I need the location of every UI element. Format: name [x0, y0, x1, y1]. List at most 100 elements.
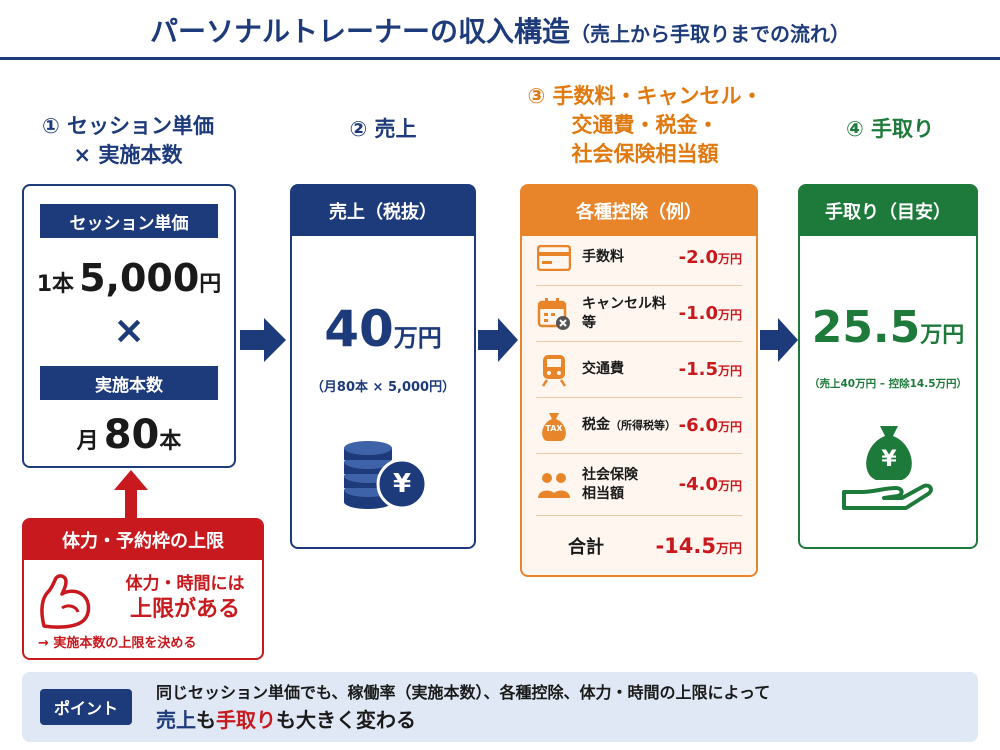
point-line1: 同じセッション単価でも、稼働率（実施本数）、各種控除、体力・時間の上限によって	[156, 683, 771, 702]
deduction-amount: -2.0万円	[679, 247, 742, 268]
deduction-row-tax: TAX 税金（所得税等） -6.0万円	[536, 398, 742, 454]
point-text: 同じセッション単価でも、稼働率（実施本数）、各種控除、体力・時間の上限によって …	[156, 680, 770, 734]
deduction-label: 税金（所得税等）	[582, 416, 679, 435]
limit-card-header: 体力・予約枠の上限	[24, 520, 262, 560]
deduction-label: キャンセル料等	[582, 295, 666, 331]
limit-card: 体力・予約枠の上限 体力・時間には 上限がある → 実施本数の上限を決める	[22, 518, 264, 660]
deductions-card-header: 各種控除（例）	[522, 186, 756, 236]
calendar-cancel-icon	[536, 296, 572, 332]
deduction-label-main: 税金	[582, 417, 610, 433]
deduction-row-fee: 手数料 -2.0万円	[536, 230, 742, 286]
count-value-row: 月 80本	[24, 412, 234, 458]
deduction-amount: -1.5万円	[679, 359, 742, 380]
limit-card-note: → 実施本数の上限を決める	[38, 636, 197, 651]
limit-card-message: 体力・時間には 上限がある	[110, 572, 260, 624]
deduction-amount: -1.0万円	[679, 303, 742, 324]
net-income-card: 手取り（目安） 25.5万円 （売上40万円 – 控除14.5万円） ¥	[798, 184, 978, 549]
deductions-card: 各種控除（例） 手数料 -2.0万円 キャンセル料等 -1.0万円 交通費 -1…	[520, 184, 758, 577]
deduction-label: 交通費	[582, 361, 624, 377]
point-badge: ポイント	[40, 689, 132, 725]
net-income-value: 25.5	[811, 302, 921, 353]
sales-unit: 万円	[393, 324, 442, 352]
page-title-sub: （売上から手取りまでの流れ）	[570, 22, 850, 46]
deduction-amount-value: -1.5	[678, 359, 718, 380]
deduction-amount-value: -6.0	[678, 415, 718, 436]
credit-card-icon	[536, 240, 572, 276]
deduction-total-row: 合計 -14.5万円	[536, 526, 742, 566]
page-title: パーソナルトレーナーの収入構造（売上から手取りまでの流れ）	[0, 10, 1000, 50]
deduction-total-unit: 万円	[715, 542, 742, 557]
step1-heading-line2: × 実施本数	[73, 143, 183, 167]
deduction-total-label: 合計	[568, 537, 604, 558]
deduction-amount-value: -4.0	[678, 474, 718, 495]
count-label: 実施本数	[40, 366, 218, 400]
step4-heading: ④ 手取り	[800, 115, 980, 144]
money-bag-hand-icon: ¥	[840, 422, 936, 514]
deduction-label-line2: 相当額	[582, 485, 624, 502]
deduction-amount-unit: 万円	[717, 420, 742, 434]
sales-card-header: 売上（税抜）	[292, 186, 474, 236]
deduction-row-transport: 交通費 -1.5万円	[536, 342, 742, 398]
point-highlight-net: 手取り	[216, 708, 276, 732]
net-income-formula: （売上40万円 – 控除14.5万円）	[808, 378, 968, 390]
sales-value-row: 40万円	[292, 300, 474, 358]
point-line2: 売上も手取りも大きく変わる	[156, 706, 770, 734]
step2-heading: ② 売上	[290, 115, 476, 144]
limit-card-line2: 上限がある	[129, 597, 240, 622]
step1-heading: ① セッション単価 × 実施本数	[20, 112, 236, 170]
unit-price-suffix: 円	[199, 272, 222, 297]
unit-price-label: セッション単価	[40, 204, 218, 238]
train-icon	[536, 352, 572, 388]
sales-value: 40	[324, 300, 394, 358]
sales-card: 売上（税抜） 40万円 （月80本 × 5,000円） ¥	[290, 184, 476, 549]
point-highlight-sales: 売上	[156, 708, 196, 732]
step2-heading-line1: ② 売上	[349, 117, 417, 141]
limit-up-arrow-icon	[114, 470, 148, 518]
people-icon	[536, 467, 572, 503]
net-income-value-row: 25.5万円	[800, 302, 976, 353]
coin-stack-yen-icon: ¥	[338, 432, 434, 512]
money-bag-yen-symbol: ¥	[881, 447, 897, 472]
session-calc-card: セッション単価 1本 5,000円 × 実施本数 月 80本	[22, 184, 236, 468]
net-income-unit: 万円	[920, 323, 965, 348]
step1-heading-line1: ① セッション単価	[41, 114, 215, 138]
tax-bag-text: TAX	[545, 423, 563, 433]
step3-heading: ③ 手数料・キャンセル・ 交通費・税金・ 社会保険相当額	[500, 82, 790, 169]
unit-price-prefix: 1本	[36, 272, 74, 297]
step3-heading-line2: 交通費・税金・	[571, 113, 719, 137]
point-box: ポイント 同じセッション単価でも、稼働率（実施本数）、各種控除、体力・時間の上限…	[22, 672, 978, 742]
deduction-amount-unit: 万円	[717, 479, 742, 493]
deduction-amount-value: -2.0	[678, 247, 718, 268]
deduction-amount-unit: 万円	[717, 364, 742, 378]
flexed-arm-icon	[34, 570, 98, 632]
deduction-total-value: -14.5	[655, 534, 716, 558]
count-suffix: 本	[159, 429, 182, 454]
deduction-label: 手数料	[582, 249, 624, 265]
sales-formula: （月80本 × 5,000円）	[310, 380, 456, 395]
deduction-label-small: （所得税等）	[610, 419, 676, 432]
deduction-amount: -6.0万円	[679, 415, 742, 436]
unit-price-value-row: 1本 5,000円	[24, 256, 234, 300]
deduction-amount-unit: 万円	[717, 252, 742, 266]
flow-arrow-3-icon	[760, 318, 798, 362]
deduction-amount-unit: 万円	[717, 308, 742, 322]
limit-card-line1: 体力・時間には	[125, 574, 245, 594]
unit-price-value: 5,000	[79, 256, 200, 300]
deduction-row-cancel: キャンセル料等 -1.0万円	[536, 286, 742, 342]
flow-arrow-2-icon	[478, 318, 518, 362]
tax-bag-icon: TAX	[536, 408, 572, 444]
deduction-amount-value: -1.0	[678, 303, 718, 324]
times-symbol: ×	[113, 308, 145, 352]
point-line2-connector1: も	[196, 708, 216, 732]
net-income-card-header: 手取り（目安）	[800, 186, 976, 236]
step3-heading-line1: ③ 手数料・キャンセル・	[527, 84, 763, 108]
point-line2-end: も大きく変わる	[276, 708, 416, 732]
step3-heading-line3: 社会保険相当額	[571, 142, 719, 166]
flow-arrow-1-icon	[240, 318, 286, 362]
coin-yen-symbol: ¥	[392, 469, 412, 499]
deduction-label: 社会保険 相当額	[582, 466, 679, 504]
step4-heading-line1: ④ 手取り	[845, 117, 935, 141]
page-title-main: パーソナルトレーナーの収入構造	[149, 15, 570, 48]
count-prefix: 月	[76, 429, 99, 454]
deduction-amount: -4.0万円	[679, 474, 742, 495]
